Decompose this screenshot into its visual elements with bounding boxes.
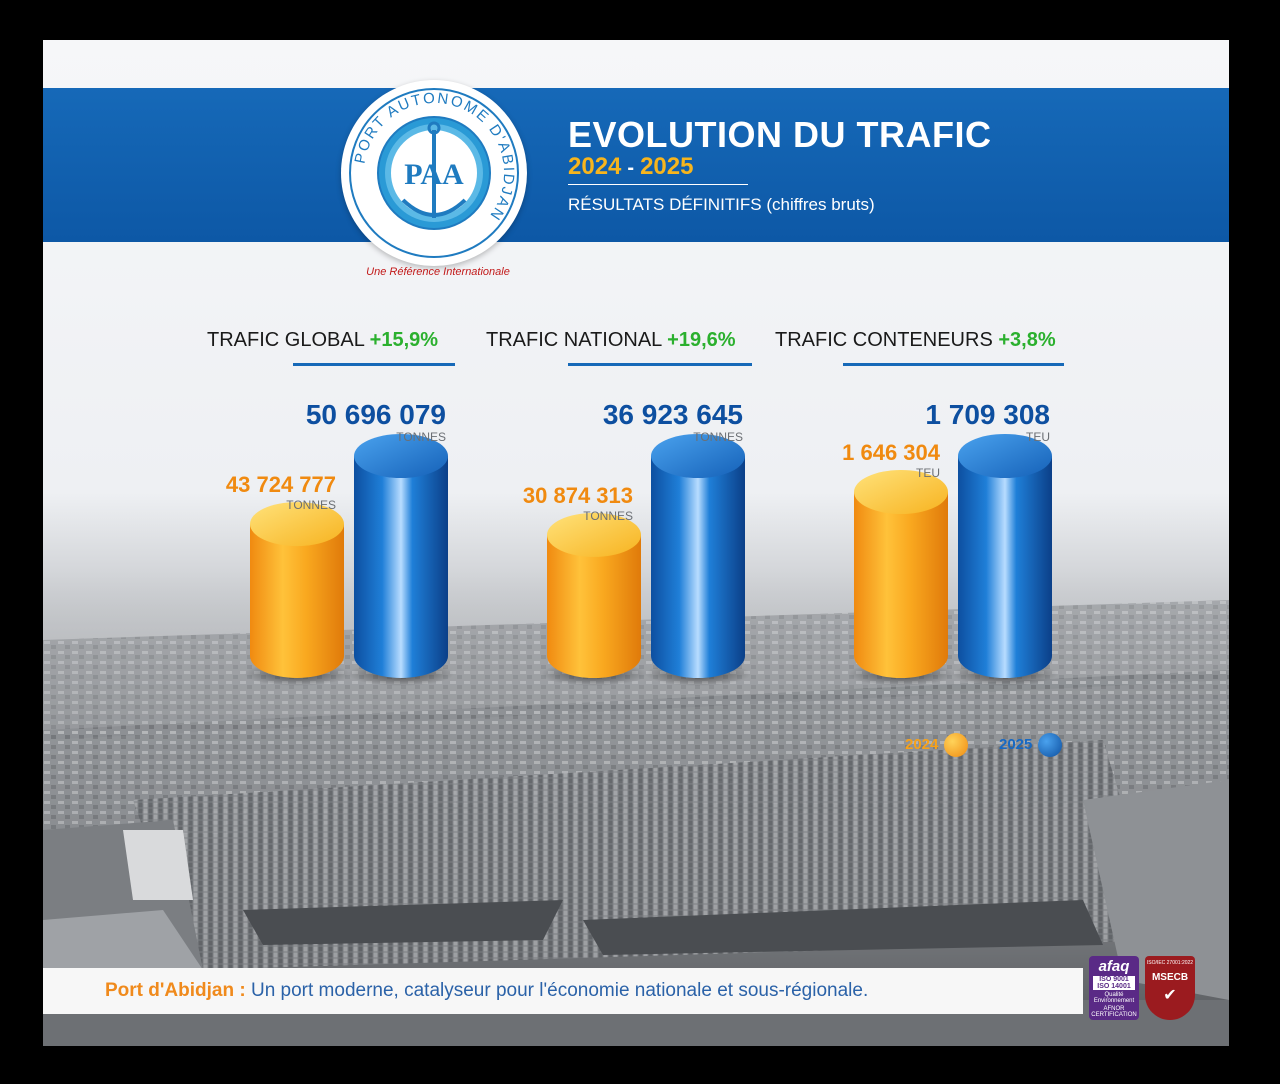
data-label: 43 724 777 bbox=[226, 472, 336, 497]
unit-label: TONNES bbox=[286, 498, 336, 512]
msecb-standard: ISO/IEC 27001:2022 bbox=[1146, 960, 1194, 966]
bar-2025 bbox=[958, 456, 1052, 678]
panel-heading-conteneurs: TRAFIC CONTENEURS +3,8% bbox=[775, 329, 1056, 352]
poster: PORT AUTONOME D'ABIDJAN PAA Une Référenc… bbox=[43, 40, 1229, 1046]
bar-top bbox=[651, 434, 745, 478]
afaq-note: Qualité Environnement bbox=[1093, 992, 1135, 1004]
afaq-org: AFNOR CERTIFICATION bbox=[1091, 1006, 1137, 1018]
unit-label: TONNES bbox=[396, 430, 446, 444]
panel-underline bbox=[568, 363, 752, 366]
panel-label: TRAFIC GLOBAL bbox=[207, 329, 365, 351]
panel-change: +15,9% bbox=[369, 329, 439, 351]
panel-label: TRAFIC CONTENEURS bbox=[775, 329, 993, 351]
panel-label: TRAFIC NATIONAL bbox=[486, 329, 662, 351]
legend-item-2024: 2024 bbox=[905, 733, 969, 757]
afaq-iso: ISO 9001 ISO 14001 bbox=[1093, 976, 1135, 990]
unit-label: TONNES bbox=[583, 509, 633, 523]
header-banner bbox=[43, 88, 1229, 242]
bar-top bbox=[250, 502, 344, 547]
legend-label: 2024 bbox=[905, 735, 939, 753]
afaq-certification-badge: afaq ISO 9001 ISO 14001 Qualité Environn… bbox=[1089, 956, 1139, 1020]
footer-lead: Port d'Abidjan : bbox=[105, 980, 246, 1001]
legend-label: 2025 bbox=[999, 735, 1033, 753]
logo-monogram: PAA bbox=[404, 158, 464, 191]
footer-banner: Port d'Abidjan : Un port moderne, cataly… bbox=[43, 968, 1083, 1014]
year-separator: - bbox=[627, 157, 635, 179]
page-subtitle: RÉSULTATS DÉFINITIFS (chiffres bruts) bbox=[568, 195, 875, 214]
paa-logo-emblem: PORT AUTONOME D'ABIDJAN PAA bbox=[349, 88, 519, 258]
data-label: 1 646 304 bbox=[842, 440, 941, 465]
year-range: 2024-2025 bbox=[568, 153, 748, 185]
bar-2024 bbox=[547, 534, 641, 678]
year-start: 2024 bbox=[568, 153, 622, 180]
legend-swatch bbox=[944, 733, 969, 757]
bar-top bbox=[547, 512, 641, 557]
panel-heading-national: TRAFIC NATIONAL +19,6% bbox=[486, 329, 736, 352]
panel-underline bbox=[293, 363, 455, 366]
unit-label: TEU bbox=[916, 466, 940, 480]
data-label: 36 923 645 bbox=[603, 399, 743, 430]
page-title: EVOLUTION DU TRAFIC bbox=[568, 114, 992, 155]
year-end: 2025 bbox=[640, 153, 694, 180]
panel-heading-global: TRAFIC GLOBAL +15,9% bbox=[207, 329, 438, 352]
panel-change: +19,6% bbox=[667, 329, 736, 351]
bar-2025 bbox=[354, 456, 448, 678]
legend-item-2025: 2025 bbox=[999, 733, 1063, 757]
check-icon: ✔ bbox=[1163, 987, 1177, 1004]
msecb-certification-badge: ISO/IEC 27001:2022 MSECB ✔ bbox=[1145, 956, 1195, 1020]
paa-logo: PORT AUTONOME D'ABIDJAN PAA bbox=[341, 80, 527, 266]
data-label: 50 696 079 bbox=[306, 399, 446, 430]
tagline: Une Référence Internationale bbox=[366, 266, 510, 278]
msecb-brand: MSECB bbox=[1151, 972, 1189, 983]
data-label: 30 874 313 bbox=[523, 483, 633, 508]
bar-top bbox=[958, 434, 1052, 478]
unit-label: TONNES bbox=[693, 430, 743, 444]
footer-text: Un port moderne, catalyseur pour l'écono… bbox=[245, 980, 869, 1001]
bar-2025 bbox=[651, 456, 745, 678]
bar-top bbox=[854, 470, 948, 514]
panel-underline bbox=[843, 363, 1064, 366]
bar-2024 bbox=[250, 524, 344, 678]
panel-change: +3,8% bbox=[998, 329, 1056, 351]
bar-2024 bbox=[854, 492, 948, 678]
bar-top bbox=[354, 434, 448, 478]
unit-label: TEU bbox=[1026, 430, 1050, 444]
afaq-brand: afaq bbox=[1098, 958, 1130, 975]
legend-swatch bbox=[1038, 733, 1063, 757]
data-label: 1 709 308 bbox=[925, 399, 1050, 430]
